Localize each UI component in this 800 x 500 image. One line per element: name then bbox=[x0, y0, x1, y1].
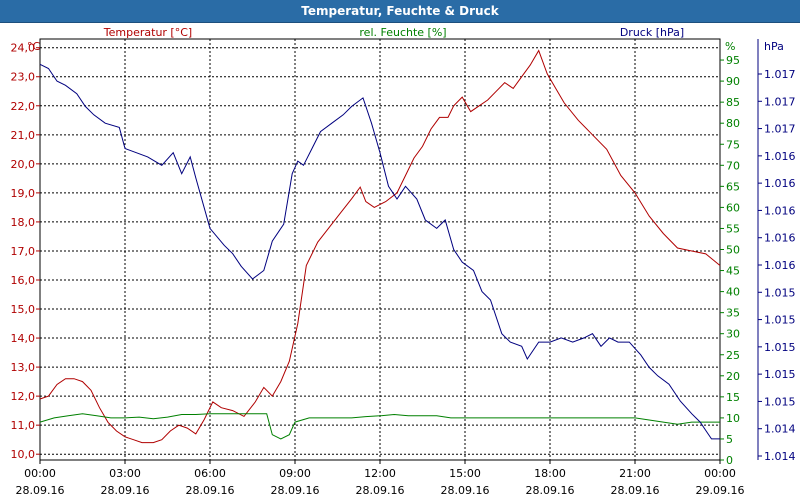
pressure-tick-label: 1.014 bbox=[764, 450, 796, 463]
pressure-tick-label: 1.015 bbox=[764, 314, 796, 327]
x-tick-date: 29.09.16 bbox=[696, 484, 745, 497]
humidity-tick-label: 85 bbox=[726, 96, 740, 109]
humidity-tick-label: 45 bbox=[726, 265, 740, 278]
pressure-tick-label: 1.016 bbox=[764, 259, 796, 272]
pressure-unit-label: hPa bbox=[764, 40, 784, 53]
humidity-tick-label: 50 bbox=[726, 244, 740, 257]
pressure-tick-label: 1.014 bbox=[764, 423, 796, 436]
temp-tick-label: 18,0 bbox=[11, 216, 36, 229]
temp-tick-label: 13,0 bbox=[11, 361, 36, 374]
x-tick-time: 21:00 bbox=[619, 467, 651, 480]
temp-tick-label: 14,0 bbox=[11, 332, 36, 345]
temp-tick-label: 12,0 bbox=[11, 390, 36, 403]
legend-temperature: Temperatur [°C] bbox=[103, 26, 192, 39]
humidity-tick-label: 60 bbox=[726, 201, 740, 214]
humidity-unit-label: % bbox=[725, 40, 735, 53]
pressure-tick-label: 1.016 bbox=[764, 177, 796, 190]
legend-humidity: rel. Feuchte [%] bbox=[359, 26, 446, 39]
humidity-tick-label: 70 bbox=[726, 159, 740, 172]
humidity-tick-label: 5 bbox=[726, 433, 733, 446]
x-tick-date: 28.09.16 bbox=[16, 484, 65, 497]
humidity-tick-label: 65 bbox=[726, 180, 740, 193]
temp-tick-label: 16,0 bbox=[11, 274, 36, 287]
x-tick-time: 12:00 bbox=[364, 467, 396, 480]
series-line-temperature bbox=[39, 49, 721, 444]
temp-tick-label: 19,0 bbox=[11, 187, 36, 200]
x-tick-date: 28.09.16 bbox=[186, 484, 235, 497]
temp-tick-label: 23,0 bbox=[11, 71, 36, 84]
legend-pressure: Druck [hPa] bbox=[620, 26, 684, 39]
humidity-tick-label: 95 bbox=[726, 54, 740, 67]
pressure-tick-label: 1.015 bbox=[764, 368, 796, 381]
temp-tick-label: 17,0 bbox=[11, 245, 36, 258]
temp-tick-label: 22,0 bbox=[11, 100, 36, 113]
x-tick-date: 28.09.16 bbox=[526, 484, 575, 497]
x-tick-time: 06:00 bbox=[194, 467, 226, 480]
pressure-tick-label: 1.017 bbox=[764, 123, 796, 136]
pressure-tick-label: 1.015 bbox=[764, 395, 796, 408]
humidity-tick-label: 25 bbox=[726, 349, 740, 362]
temp-unit-label: °C bbox=[27, 40, 41, 53]
pressure-tick-label: 1.016 bbox=[764, 204, 796, 217]
chart-canvas: 24,0 23,0 22,0 21,0 20,0 19,0 18,0 17,0 16,0 15,0… bbox=[11, 26, 796, 497]
x-tick-date: 28.09.16 bbox=[611, 484, 660, 497]
series-line-pressure bbox=[39, 63, 720, 440]
temp-tick-label: 21,0 bbox=[11, 129, 36, 142]
humidity-tick-label: 40 bbox=[726, 286, 740, 299]
humidity-tick-label: 30 bbox=[726, 328, 740, 341]
x-tick-date: 28.09.16 bbox=[356, 484, 405, 497]
chart-title: Temperatur, Feuchte & Druck bbox=[0, 0, 800, 23]
x-tick-time: 18:00 bbox=[534, 467, 566, 480]
pressure-tick-label: 1.016 bbox=[764, 150, 796, 163]
humidity-tick-label: 20 bbox=[726, 370, 740, 383]
humidity-tick-label: 10 bbox=[726, 412, 740, 425]
x-tick-time: 15:00 bbox=[449, 467, 481, 480]
humidity-tick-label: 15 bbox=[726, 391, 740, 404]
humidity-tick-label: 35 bbox=[726, 307, 740, 320]
x-tick-date: 28.09.16 bbox=[271, 484, 320, 497]
series-line-humidity bbox=[39, 413, 720, 440]
x-tick-date: 28.09.16 bbox=[101, 484, 150, 497]
x-tick-date: 28.09.16 bbox=[441, 484, 490, 497]
humidity-tick-label: 75 bbox=[726, 138, 740, 151]
x-tick-time: 00:00 bbox=[24, 467, 56, 480]
temp-tick-label: 10,0 bbox=[11, 448, 36, 461]
humidity-tick-label: 80 bbox=[726, 117, 740, 130]
x-tick-time: 03:00 bbox=[109, 467, 141, 480]
temp-tick-label: 24,0 bbox=[11, 42, 36, 55]
plot-frame bbox=[39, 38, 721, 461]
humidity-tick-label: 55 bbox=[726, 222, 740, 235]
x-tick-time: 09:00 bbox=[279, 467, 311, 480]
humidity-tick-label: 90 bbox=[726, 75, 740, 88]
x-tick-time: 00:00 bbox=[704, 467, 736, 480]
pressure-tick-label: 1.017 bbox=[764, 95, 796, 108]
temp-tick-label: 20,0 bbox=[11, 158, 36, 171]
pressure-tick-label: 1.015 bbox=[764, 341, 796, 354]
pressure-tick-label: 1.015 bbox=[764, 286, 796, 299]
humidity-tick-label: 0 bbox=[726, 454, 733, 467]
pressure-tick-label: 1.016 bbox=[764, 232, 796, 245]
temp-tick-label: 11,0 bbox=[11, 419, 36, 432]
temp-tick-label: 15,0 bbox=[11, 303, 36, 316]
pressure-tick-label: 1.017 bbox=[764, 68, 796, 81]
